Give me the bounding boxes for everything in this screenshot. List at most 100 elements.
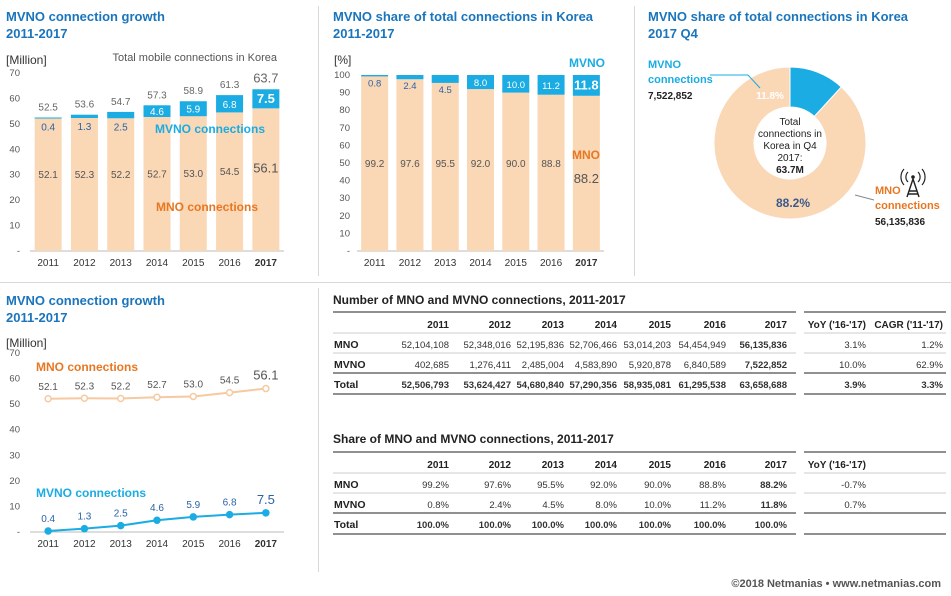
share-table-cell: 100.0% xyxy=(755,520,788,531)
numbers-table-cell: 63,658,688 xyxy=(739,380,787,391)
chart4-mvno-point xyxy=(153,516,161,524)
share-100-chart: [%] - 10 20 30 40 50 60 70 80 90 100 2011 2012 2013 20… xyxy=(334,53,605,269)
numbers-table-title: Number of MNO and MVNO connections, 2011… xyxy=(333,293,626,307)
share-table-row-label: Total xyxy=(334,519,358,531)
donut-mvno-name-2: connections xyxy=(648,74,713,86)
chart1-mvno-label: 5.9 xyxy=(186,105,200,116)
chart1-mvno-bar xyxy=(107,111,135,119)
chart1-mvno-legend: MVNO connections xyxy=(155,122,265,136)
chart4-mno-point xyxy=(262,384,270,393)
numbers-table-cell: 2,485,004 xyxy=(522,360,564,371)
chart2-mvno-label: 11.2 xyxy=(542,81,560,92)
chart1-ytick: 50 xyxy=(9,119,20,130)
chart2-mvno-label: 2.4 xyxy=(403,81,416,92)
chart4-mvno-label: 7.5 xyxy=(257,492,275,507)
donut-mno-label: 88.2% xyxy=(776,196,810,210)
chart4-xtick: 2013 xyxy=(110,539,133,550)
chart2-ylabel: [%] xyxy=(334,53,351,67)
chart4-xtick: 2014 xyxy=(146,539,169,550)
chart2-ytick: - xyxy=(347,246,350,257)
chart3-title: MVNO share of total connections in Korea… xyxy=(648,8,908,42)
chart4-ytick: 30 xyxy=(9,450,20,461)
chart2-xtick: 2012 xyxy=(399,258,422,269)
chart4-mvno-point xyxy=(80,524,89,533)
chart2-mno-bar xyxy=(361,76,389,252)
share-table-cell: 11.2% xyxy=(700,500,727,511)
numbers-table-header: 2016 xyxy=(704,320,727,331)
chart2-mno-bar xyxy=(396,79,424,251)
numbers-table-row-label: Total xyxy=(334,379,358,391)
chart4-ytick: 20 xyxy=(9,476,20,487)
chart3-title-line2: 2017 Q4 xyxy=(648,26,698,41)
chart2-ytick: 80 xyxy=(339,105,350,116)
chart4-xtick: 2015 xyxy=(182,539,205,550)
chart2-mno-label: 90.0 xyxy=(506,159,526,170)
chart4-title-line1: MVNO connection growth xyxy=(6,293,165,308)
chart1-xtick: 2012 xyxy=(73,258,96,269)
numbers-table-cell: 53,624,427 xyxy=(463,380,511,391)
chart2-mno-label: 95.5 xyxy=(435,159,455,170)
chart2-mno-bar xyxy=(572,95,600,251)
chart4-ytick: 70 xyxy=(9,348,20,359)
numbers-table-cell: 53,014,203 xyxy=(623,340,671,351)
donut-mvno-name-1: MVNO xyxy=(648,59,681,71)
chart4-mvno-point xyxy=(116,521,125,530)
numbers-table-cell: 1,276,411 xyxy=(469,360,511,371)
numbers-table-cell: 3.3% xyxy=(921,380,943,391)
chart1-xtick: 2017 xyxy=(255,258,278,269)
numbers-table-cell: 10.0% xyxy=(839,360,866,371)
chart1-xtick: 2011 xyxy=(37,258,59,269)
chart4-mno-label: 52.3 xyxy=(75,381,95,392)
numbers-table-cell: 1.2% xyxy=(921,340,943,351)
share-table-cell: 11.8% xyxy=(761,500,788,511)
chart2-mvno-bar xyxy=(396,75,424,80)
donut-mno-leader xyxy=(854,194,875,201)
chart1-mno-label: 53.0 xyxy=(184,169,204,180)
chart1-mvno-bar xyxy=(216,95,244,113)
share-table-row-label: MNO xyxy=(334,479,359,491)
chart1-ytick: 10 xyxy=(9,221,20,232)
chart1-title-line2: 2011-2017 xyxy=(6,26,68,41)
share-table-cell: 95.5% xyxy=(537,480,564,491)
chart4-mvno-legend: MVNO connections xyxy=(36,486,146,500)
chart2-xtick: 2015 xyxy=(505,258,528,269)
chart1-mno-bar xyxy=(179,116,207,251)
chart1-mno-bar xyxy=(252,108,280,252)
share-table-row-label: MVNO xyxy=(334,499,366,511)
chart4-mno-point xyxy=(116,394,125,403)
chart1-mno-bar xyxy=(216,112,244,252)
chart1-ytick: - xyxy=(17,246,20,257)
share-table-header: 2011 xyxy=(427,460,449,471)
chart2-mno-bar xyxy=(431,82,459,251)
chart4-title: MVNO connection growth 2011-2017 xyxy=(6,292,165,326)
chart1-ytick: 30 xyxy=(9,170,20,181)
chart2-title-line2: 2011-2017 xyxy=(333,26,395,41)
chart1-xtick: 2013 xyxy=(110,258,133,269)
chart1-ylabel: [Million] xyxy=(6,53,47,67)
chart1-mvno-label: 7.5 xyxy=(257,91,275,106)
chart4-xtick: 2011 xyxy=(37,539,59,550)
chart2-xtick: 2016 xyxy=(540,258,563,269)
numbers-table-header: 2017 xyxy=(765,320,788,331)
chart4-xtick: 2012 xyxy=(73,539,96,550)
chart2-xtick: 2011 xyxy=(364,258,386,269)
numbers-table-header: 2014 xyxy=(595,320,618,331)
chart4-mvno-label: 4.6 xyxy=(150,503,164,514)
share-table-cell: 10.0% xyxy=(644,500,671,511)
chart2-mvno-bar xyxy=(467,75,494,90)
chart4-mno-legend: MNO connections xyxy=(36,360,138,374)
share-table-cell: 100.0% xyxy=(532,520,565,531)
chart1-mno-label: 52.2 xyxy=(111,170,131,181)
chart1-ytick: 70 xyxy=(9,68,20,79)
divider-3 xyxy=(0,282,951,283)
chart1-mno-bar xyxy=(34,118,62,251)
share-table-cell: 100.0% xyxy=(639,520,672,531)
donut-mvno-leader xyxy=(710,74,761,89)
chart4-ytick: 40 xyxy=(9,425,20,436)
share-table-cell: 4.5% xyxy=(542,500,564,511)
chart3-title-line1: MVNO share of total connections in Korea xyxy=(648,9,909,24)
chart1-total-label: 53.6 xyxy=(75,100,95,111)
share-table-header: 2013 xyxy=(542,460,565,471)
chart4-mno-point xyxy=(44,395,52,403)
numbers-table-cell: 7,522,852 xyxy=(745,360,787,371)
